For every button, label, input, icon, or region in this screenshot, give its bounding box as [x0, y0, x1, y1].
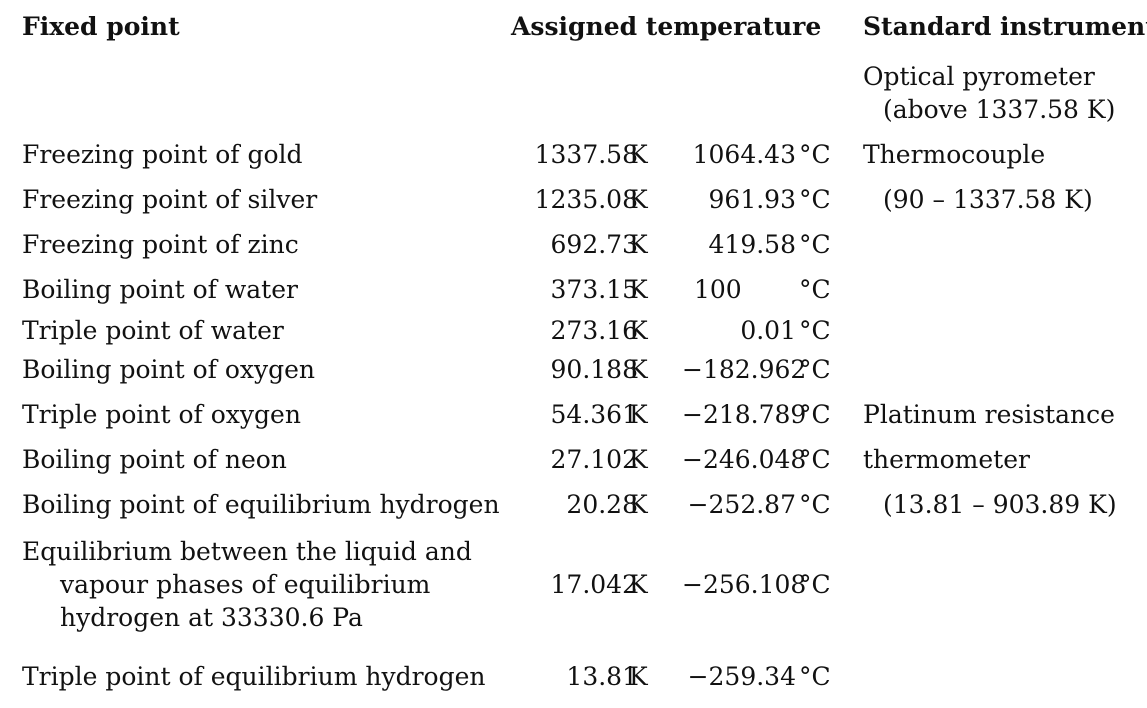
table-row: Triple point of oxygen 54.361 K −218.789… — [0, 398, 1147, 431]
table-row: Triple point of equilibrium hydrogen 13.… — [0, 660, 1147, 693]
instrument-platinum-range: (13.81 – 903.89 K) — [883, 490, 1117, 519]
celsius-unit: °C — [799, 570, 831, 599]
kelvin-unit: K — [629, 185, 648, 214]
fixed-point-name-line-3: hydrogen at 33330.6 Pa — [60, 603, 363, 632]
kelvin-unit: K — [629, 400, 648, 429]
table-row: Boiling point of water 373.15 K 100 °C — [0, 273, 1147, 306]
fixed-point-name: Freezing point of silver — [22, 185, 318, 214]
fixed-point-name-line-1: Equilibrium between the liquid and — [22, 537, 472, 566]
celsius-value: 419.58 — [708, 230, 796, 259]
kelvin-value: 373.15 — [550, 275, 638, 304]
table-row: Equilibrium between the liquid and vapou… — [0, 535, 1147, 635]
celsius-value: 0.01 — [740, 316, 796, 345]
fixed-point-name: Boiling point of water — [22, 275, 298, 304]
kelvin-value: 692.73 — [550, 230, 638, 259]
header-assigned-temperature: Assigned temperature — [511, 12, 822, 41]
table-row: Freezing point of gold 1337.58 K 1064.43… — [0, 138, 1147, 171]
fixed-point-name: Freezing point of gold — [22, 140, 303, 169]
celsius-unit: °C — [799, 185, 831, 214]
fixed-point-name: Freezing point of zinc — [22, 230, 299, 259]
kelvin-unit: K — [629, 230, 648, 259]
kelvin-value: 54.361 — [550, 400, 638, 429]
celsius-value: −259.34 — [687, 662, 796, 691]
celsius-value: 100 — [694, 275, 742, 304]
kelvin-unit: K — [629, 490, 648, 519]
instrument-platinum-resistance: Platinum resistance — [863, 400, 1115, 429]
celsius-unit: °C — [799, 662, 831, 691]
fixed-point-name: Triple point of oxygen — [22, 400, 301, 429]
table-row: Freezing point of zinc 692.73 K 419.58 °… — [0, 228, 1147, 261]
kelvin-value: 20.28 — [566, 490, 638, 519]
table-row: Boiling point of equilibrium hydrogen 20… — [0, 488, 1147, 521]
kelvin-value: 27.102 — [550, 445, 638, 474]
kelvin-value: 1235.08 — [534, 185, 638, 214]
header-fixed-point: Fixed point — [22, 12, 180, 41]
fixed-point-name: Triple point of equilibrium hydrogen — [22, 662, 486, 691]
instrument-optical-range: (above 1337.58 K) — [883, 95, 1116, 124]
kelvin-unit: K — [629, 355, 648, 384]
fixed-point-name: Triple point of water — [22, 316, 284, 345]
kelvin-unit: K — [629, 275, 648, 304]
kelvin-value: 1337.58 — [534, 140, 638, 169]
celsius-value: −218.789 — [682, 400, 807, 429]
celsius-unit: °C — [799, 275, 831, 304]
celsius-value: −182.962 — [682, 355, 807, 384]
fixed-point-name: Boiling point of oxygen — [22, 355, 316, 384]
table-row: Boiling point of oxygen 90.188 K −182.96… — [0, 353, 1147, 386]
kelvin-value: 273.16 — [550, 316, 638, 345]
celsius-value: −246.048 — [682, 445, 807, 474]
celsius-unit: °C — [799, 355, 831, 384]
celsius-unit: °C — [799, 316, 831, 345]
celsius-value: −256.108 — [682, 570, 807, 599]
instrument-thermometer: thermometer — [863, 445, 1030, 474]
kelvin-unit: K — [629, 662, 648, 691]
kelvin-value: 13.81 — [566, 662, 638, 691]
header-standard-instrument: Standard instrument — [863, 12, 1147, 41]
instrument-thermocouple-range: (90 – 1337.58 K) — [883, 185, 1093, 214]
fixed-point-name: Boiling point of equilibrium hydrogen — [22, 490, 500, 519]
celsius-unit: °C — [799, 140, 831, 169]
celsius-unit: °C — [799, 230, 831, 259]
instrument-thermocouple: Thermocouple — [863, 140, 1046, 169]
kelvin-value: 90.188 — [550, 355, 638, 384]
kelvin-unit: K — [629, 570, 648, 599]
celsius-unit: °C — [799, 445, 831, 474]
kelvin-unit: K — [629, 445, 648, 474]
kelvin-unit: K — [629, 316, 648, 345]
table-row: Freezing point of silver 1235.08 K 961.9… — [0, 183, 1147, 216]
table-row: Boiling point of neon 27.102 K −246.048 … — [0, 443, 1147, 476]
celsius-unit: °C — [799, 490, 831, 519]
instrument-optical-pyrometer: Optical pyrometer — [863, 62, 1095, 91]
fixed-point-name: Boiling point of neon — [22, 445, 287, 474]
table-row: Triple point of water 273.16 K 0.01 °C — [0, 314, 1147, 347]
kelvin-value: 17.042 — [550, 570, 638, 599]
fixed-point-name-line-2: vapour phases of equilibrium — [60, 570, 431, 599]
celsius-unit: °C — [799, 400, 831, 429]
celsius-value: −252.87 — [687, 490, 796, 519]
kelvin-unit: K — [629, 140, 648, 169]
celsius-value: 1064.43 — [692, 140, 796, 169]
celsius-value: 961.93 — [708, 185, 796, 214]
